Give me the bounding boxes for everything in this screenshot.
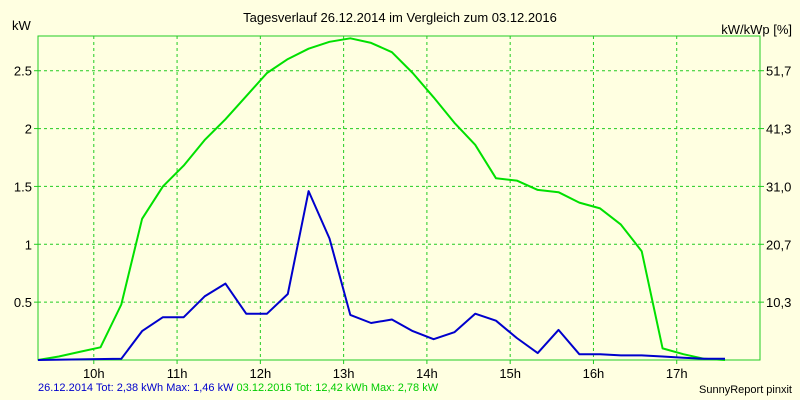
x-tick-label: 13h <box>333 366 355 381</box>
chart-title: Tagesverlauf 26.12.2014 im Vergleich zum… <box>243 10 557 25</box>
legend-series-2016: 03.12.2016 Tot: 12,42 kWh Max: 2,78 kW <box>236 382 439 394</box>
y-tick-label: 1 <box>25 237 32 252</box>
y-tick-label: 2 <box>25 122 32 137</box>
plot-frame <box>37 35 761 361</box>
y-axis-label-left: kW <box>12 18 31 33</box>
y-tick-label: 0.5 <box>14 295 32 310</box>
grid <box>34 36 764 364</box>
x-tick-label: 15h <box>499 366 521 381</box>
x-tick-label: 17h <box>666 366 688 381</box>
legend-footer: 26.12.2014 Tot: 2,38 kWh Max: 1,46 kW 03… <box>38 382 438 394</box>
y-right-tick-label: 31,0 <box>766 179 791 194</box>
y-right-tick-label: 20,7 <box>766 237 791 252</box>
y-tick-label: 2.5 <box>14 64 32 79</box>
series-line-26-12-2014 <box>37 190 725 361</box>
x-tick-label: 10h <box>83 366 105 381</box>
x-tick-label: 16h <box>583 366 605 381</box>
legend-series-2014: 26.12.2014 Tot: 2,38 kWh Max: 1,46 kW <box>38 382 234 394</box>
y-right-tick-label: 51,7 <box>766 64 791 79</box>
series-group <box>37 37 726 361</box>
y-right-tick-label: 41,3 <box>766 122 791 137</box>
y-axis-label-right: kW/kWp [%] <box>721 22 792 37</box>
x-tick-label: 11h <box>167 366 188 381</box>
x-tick-label: 14h <box>416 366 438 381</box>
y-tick-label: 1.5 <box>14 179 32 194</box>
series-line-03-12-2016 <box>37 37 726 361</box>
credit-text: SunnyReport pinxit <box>699 384 792 396</box>
y-right-tick-label: 10,3 <box>766 295 791 310</box>
tick-labels: 10h 11h 12h 13h 14h 15h 16h 17h 0.5 1 1.5 2 2.5 10,3 2… <box>14 64 791 381</box>
x-tick-label: 12h <box>249 366 271 381</box>
